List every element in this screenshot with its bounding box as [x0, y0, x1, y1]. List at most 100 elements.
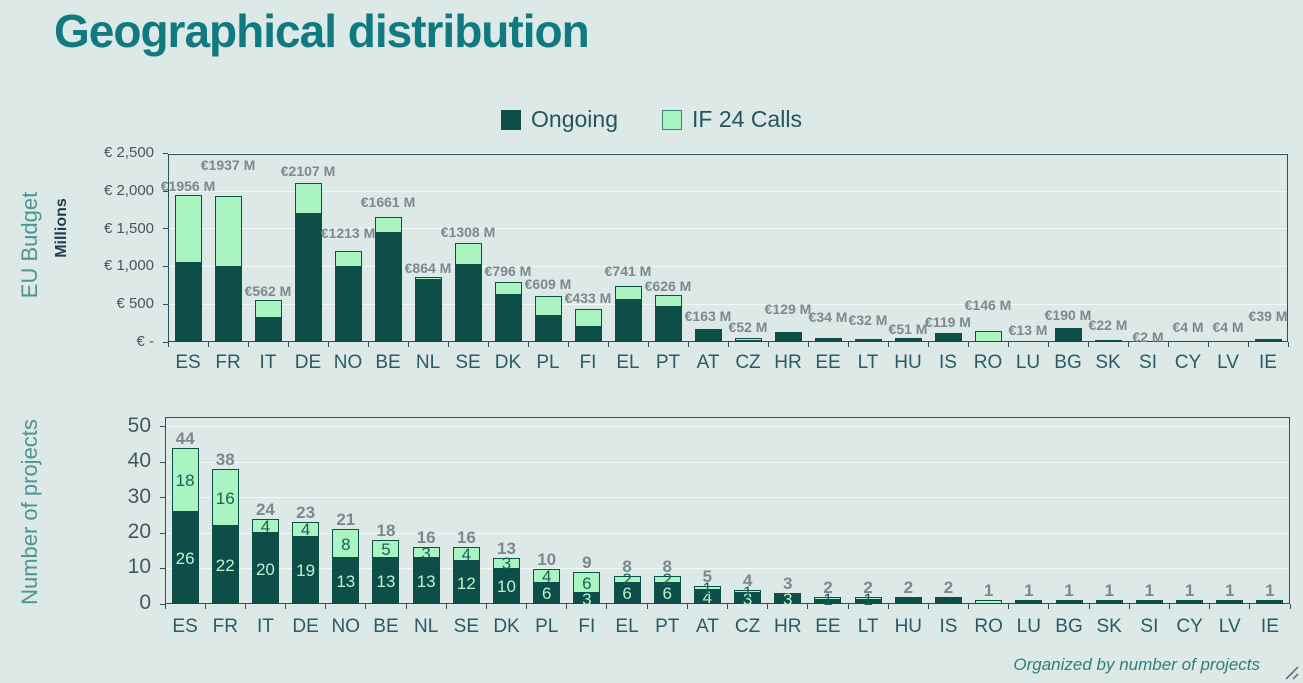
total-label-EE: 2: [823, 577, 833, 597]
x-axis-tick: [606, 604, 608, 609]
total-label-FR: 38: [215, 450, 235, 470]
bar-segment-ongoing-ES: [174, 262, 202, 342]
x-axis-tick: [445, 604, 447, 609]
x-axis-tick: [405, 604, 407, 609]
x-axis-tick: [1209, 604, 1211, 609]
bar-segment-ongoing-IS: [934, 596, 962, 604]
category-label-FR: FR: [215, 352, 241, 373]
bar-segment-ongoing-DE: [292, 536, 320, 604]
segment-label-if24-FR: 16: [215, 488, 235, 508]
x-axis-tick: [327, 342, 329, 347]
legend-item-if24: IF 24 Calls: [662, 106, 802, 133]
category-label-LU: LU: [1016, 616, 1041, 637]
x-axis-tick: [887, 342, 889, 347]
bar-segment-if24-RO: [974, 330, 1002, 342]
bar-segment-ongoing-DK: [493, 568, 521, 604]
total-label-RO: €146 M: [964, 296, 1012, 313]
segment-label-if24-NL: 3: [421, 543, 431, 563]
x-axis-tick: [686, 604, 688, 609]
y-axis-tick: [160, 497, 165, 499]
total-label-FI: 9: [582, 553, 592, 573]
x-axis-tick: [968, 604, 970, 609]
bar-segment-ongoing-PL: [533, 582, 561, 604]
category-label-PT: PT: [655, 352, 681, 373]
total-label-CZ: €52 M: [728, 319, 768, 336]
total-label-NL: €864 M: [404, 259, 452, 276]
total-label-AT: 5: [702, 567, 713, 587]
total-label-EL: 8: [622, 556, 632, 576]
category-label-EL: EL: [616, 352, 640, 373]
bar-segment-ongoing-NO: [334, 267, 362, 342]
category-label-PL: PL: [536, 352, 560, 373]
category-label-FR: FR: [212, 616, 238, 637]
bar-segment-ongoing-IT: [254, 318, 282, 342]
total-label-PL: €609 M: [524, 276, 572, 293]
category-label-EE: EE: [815, 352, 841, 373]
category-label-RO: RO: [973, 352, 1003, 373]
bar-segment-if24-DK: [493, 557, 521, 569]
category-label-DE: DE: [292, 616, 319, 637]
segment-label-if24-PL: 4: [541, 566, 552, 586]
category-label-CZ: CZ: [734, 616, 761, 637]
bar-segment-ongoing-IS: [934, 333, 962, 342]
x-axis-tick: [164, 604, 166, 609]
y-axis-tick: [160, 603, 165, 605]
x-axis-tick: [287, 342, 289, 347]
category-label-EE: EE: [815, 616, 841, 637]
total-label-SI: €2 M: [1132, 328, 1164, 345]
bar-segment-if24-PL: [534, 296, 562, 317]
bar-segment-ongoing-SE: [452, 561, 480, 604]
gridline: [168, 228, 1288, 230]
total-label-LV: 1: [1224, 581, 1235, 601]
category-label-BG: BG: [1055, 616, 1083, 637]
bar-segment-ongoing-SK: [1094, 340, 1122, 342]
y-axis-tick-label: € 1,500: [103, 219, 154, 237]
total-label-FI: €433 M: [564, 290, 612, 307]
bar-segment-ongoing-PT: [653, 582, 681, 604]
bar-segment-if24-FI: [574, 309, 602, 328]
x-axis-tick: [967, 342, 969, 347]
total-label-LT: €32 M: [848, 311, 888, 328]
bar-segment-if24-NL: [414, 276, 442, 281]
bar-segment-if24-LT: [854, 596, 882, 601]
resize-handle-icon[interactable]: [1281, 663, 1301, 681]
bar-segment-ongoing-HR: [774, 593, 802, 604]
y-axis-tick: [160, 461, 165, 463]
category-label-SI: SI: [1139, 352, 1157, 373]
bar-segment-ongoing-NO: [332, 557, 360, 604]
total-label-FR: €1937 M: [200, 156, 256, 173]
total-label-LU: 1: [1024, 581, 1034, 601]
x-axis-tick: [727, 604, 728, 609]
bar-segment-ongoing-AT: [693, 589, 721, 604]
x-axis-tick: [1167, 342, 1169, 347]
gridline: [168, 266, 1288, 268]
bar-segment-ongoing-FR: [211, 525, 239, 604]
x-axis-tick: [167, 342, 169, 347]
category-label-LV: LV: [1217, 352, 1239, 373]
bar-segment-ongoing-NL: [412, 557, 440, 604]
category-label-ES: ES: [175, 352, 201, 373]
x-axis-tick: [244, 604, 246, 609]
category-label-BG: BG: [1054, 352, 1082, 373]
y-axis-tick: [160, 568, 165, 570]
total-label-CZ: 4: [742, 570, 753, 590]
segment-label-ongoing-NL: 13: [416, 571, 436, 591]
category-label-AT: AT: [696, 352, 720, 373]
segment-label-ongoing-PL: 6: [541, 584, 552, 604]
segment-label-if24-ES: 18: [175, 470, 195, 490]
bar-segment-ongoing-FR: [214, 267, 242, 342]
gridline: [165, 426, 1290, 428]
category-label-PT: PT: [655, 616, 680, 637]
y-axis-tick: [160, 426, 165, 428]
total-label-IE: 1: [1265, 581, 1275, 601]
y-axis-tick-label: 20: [127, 520, 151, 543]
bar-segment-ongoing-CY: [1176, 600, 1204, 604]
bar-segment-ongoing-FI: [573, 593, 601, 604]
bar-segment-if24-SE: [452, 547, 480, 562]
bar-segment-if24-CZ: [734, 589, 762, 594]
x-axis-tick: [607, 342, 609, 347]
total-label-EE: €34 M: [808, 309, 848, 326]
bar-segment-ongoing-SI: [1135, 600, 1163, 604]
category-label-EL: EL: [615, 616, 639, 637]
